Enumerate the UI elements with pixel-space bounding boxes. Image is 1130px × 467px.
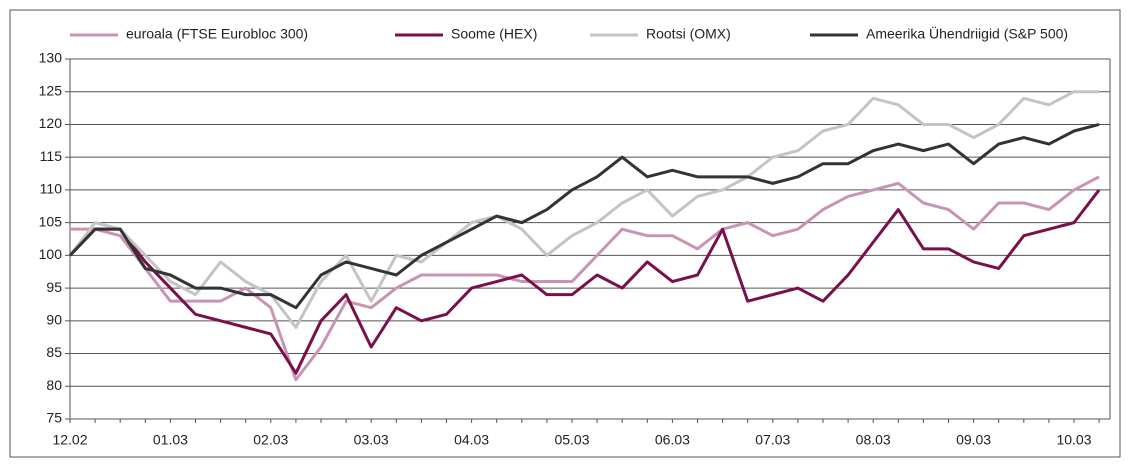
series-line	[68, 188, 1101, 375]
x-tick-label: 10.03	[1056, 432, 1091, 448]
legend-label: Rootsi (OMX)	[646, 26, 731, 42]
y-tick-label: 95	[46, 279, 62, 295]
y-tick-label: 75	[46, 410, 62, 426]
y-tick-label: 90	[46, 312, 62, 328]
x-tick-label: 07.03	[755, 432, 790, 448]
y-tick-label: 100	[39, 246, 63, 262]
x-tick-label: 08.03	[856, 432, 891, 448]
legend-label: Soome (HEX)	[451, 26, 537, 42]
y-tick-label: 85	[46, 344, 62, 360]
x-tick-label: 01.03	[153, 432, 188, 448]
x-tick-label: 09.03	[956, 432, 991, 448]
y-tick-label: 80	[46, 377, 62, 393]
x-tick-label: 03.03	[354, 432, 389, 448]
x-tick-label: 04.03	[454, 432, 489, 448]
x-tick-label: 06.03	[655, 432, 690, 448]
y-tick-label: 120	[39, 115, 63, 131]
y-tick-label: 110	[40, 181, 63, 197]
x-tick-label: 02.03	[253, 432, 288, 448]
series-line	[68, 90, 1100, 329]
legend-label: Ameerika Ühendriigid (S&P 500)	[866, 25, 1068, 42]
series-line	[70, 175, 1100, 382]
series-line	[68, 123, 1100, 310]
y-tick-label: 125	[39, 82, 63, 98]
legend-label: euroala (FTSE Eurobloc 300)	[126, 26, 308, 42]
y-tick-label: 130	[39, 50, 63, 66]
y-tick-label: 115	[40, 148, 63, 164]
x-tick-label: 05.03	[554, 432, 589, 448]
frame	[9, 9, 1121, 458]
y-tick-label: 105	[39, 213, 63, 229]
x-tick-label: 12.02	[52, 432, 87, 448]
